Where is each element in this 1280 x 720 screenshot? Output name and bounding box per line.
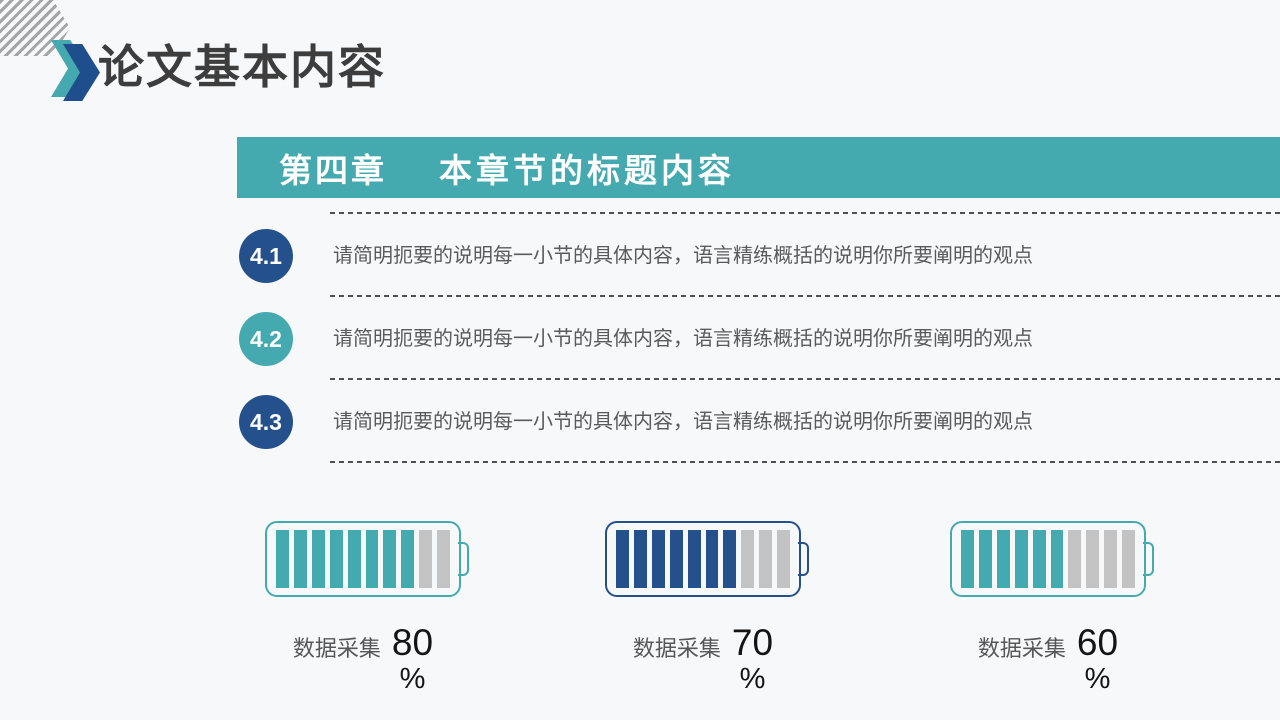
dashed-separator [330,461,1280,463]
battery-segment-filled [996,530,1010,588]
battery-segment-filled [1050,530,1064,588]
battery-segment-filled [383,530,397,588]
battery-segment-empty [1122,530,1136,588]
battery-cells [961,530,1136,588]
battery-terminal [458,542,469,576]
battery-segment-filled [978,530,992,588]
battery-value-block: 70 % [732,624,773,697]
battery-caption: 数据采集 80 % [265,624,461,697]
battery-unit: % [1084,663,1111,695]
battery-segment-filled [723,530,737,588]
battery-value-block: 60 % [1077,624,1118,697]
battery-cells [616,530,791,588]
battery-segment-filled [401,530,415,588]
section-text: 请简明扼要的说明每一小节的具体内容，语言精练概括的说明你所要阐明的观点 [333,245,1033,267]
battery-segment-filled [293,530,307,588]
section-number-badge: 4.2 [239,312,293,366]
section-number: 4.1 [250,242,282,269]
battery-cells [276,530,451,588]
dashed-separator [330,295,1280,297]
battery-label: 数据采集 [292,636,381,661]
battery-segment-empty [741,530,755,588]
battery-segment-filled [687,530,701,588]
page-title: 论文基本内容 [98,41,386,93]
battery-unit: % [399,663,426,695]
section-text: 请简明扼要的说明每一小节的具体内容，语言精练概括的说明你所要阐明的观点 [333,328,1033,350]
section-number-badge: 4.3 [239,395,293,449]
battery-value-block: 80 % [392,624,433,697]
battery-segment-empty [777,530,791,588]
battery-segment-filled [276,530,289,588]
battery-segment-filled [311,530,325,588]
battery-segment-filled [669,530,683,588]
battery-segment-empty [1104,530,1118,588]
section-number-badge: 4.1 [239,229,293,283]
battery-segment-filled [347,530,361,588]
section-number: 4.2 [250,325,282,352]
chapter-title: 本章节的标题内容 [439,151,735,189]
battery-label: 数据采集 [977,636,1066,661]
battery-caption: 数据采集 60 % [950,624,1146,697]
battery-segment-filled [705,530,719,588]
battery-unit: % [739,663,766,695]
chapter-banner: 第四章 本章节的标题内容 [237,137,1280,198]
battery-terminal [1143,542,1154,576]
battery-group: 数据采集 70 % [605,521,809,697]
battery-gauge [950,521,1154,597]
battery-segment-filled [651,530,665,588]
battery-value: 70 [731,622,774,663]
battery-segment-empty [437,530,451,588]
battery-gauge [605,521,809,597]
battery-label: 数据采集 [632,636,721,661]
battery-terminal [798,542,809,576]
dashed-separator [330,378,1280,380]
battery-segment-filled [633,530,647,588]
battery-segment-filled [961,530,974,588]
battery-group: 数据采集 80 % [265,521,469,697]
dashed-separator [330,212,1280,214]
battery-segment-empty [419,530,433,588]
section-number: 4.3 [250,408,282,435]
chevron-right-blue-icon [63,44,100,101]
battery-value: 60 [1076,622,1119,663]
battery-caption: 数据采集 70 % [605,624,801,697]
battery-segment-empty [1068,530,1082,588]
battery-gauge [265,521,469,597]
battery-value: 80 [391,622,434,663]
battery-group: 数据采集 60 % [950,521,1154,697]
battery-segment-filled [1032,530,1046,588]
chapter-number: 第四章 [279,151,387,189]
battery-segment-filled [616,530,629,588]
battery-segment-empty [1086,530,1100,588]
battery-segment-filled [365,530,379,588]
battery-segment-filled [329,530,343,588]
battery-segment-filled [1014,530,1028,588]
section-text: 请简明扼要的说明每一小节的具体内容，语言精练概括的说明你所要阐明的观点 [333,411,1033,433]
battery-segment-empty [759,530,773,588]
chevron-shape [63,44,100,101]
